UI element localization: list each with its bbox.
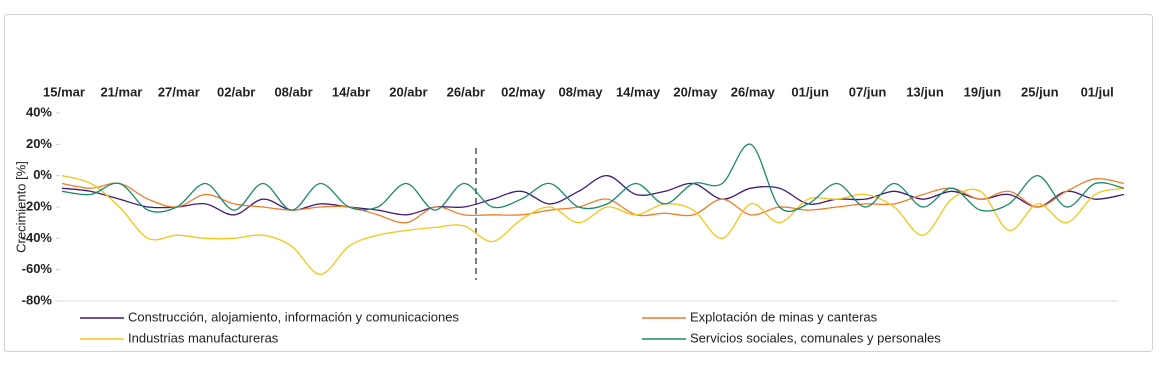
x-tick-label: 20/may xyxy=(673,84,718,99)
x-tick-label: 01/jun xyxy=(791,84,829,99)
legend-label: Explotación de minas y canteras xyxy=(690,309,878,324)
x-tick-label: 08/may xyxy=(559,84,604,99)
legend-label: Industrias manufactureras xyxy=(128,330,279,345)
legend-label: Construcción, alojamiento, información y… xyxy=(128,309,459,324)
x-tick-label: 26/abr xyxy=(447,84,485,99)
x-tick-label: 07/jun xyxy=(849,84,887,99)
x-tick-label: 13/jun xyxy=(906,84,944,99)
y-tick-label: -80% xyxy=(22,292,53,307)
legend-label: Servicios sociales, comunales y personal… xyxy=(690,330,941,345)
y-tick-label: -60% xyxy=(22,261,53,276)
y-tick-label: 20% xyxy=(26,136,52,151)
x-tick-label: 21/mar xyxy=(100,84,142,99)
y-tick-label: -40% xyxy=(22,230,53,245)
x-tick-label: 20/abr xyxy=(389,84,427,99)
y-tick-label: -20% xyxy=(22,198,53,213)
series-line xyxy=(61,175,1125,216)
chart-border xyxy=(4,14,1153,352)
x-tick-label: 08/abr xyxy=(274,84,312,99)
x-tick-label: 02/may xyxy=(501,84,546,99)
x-tick-label: 26/may xyxy=(731,84,776,99)
series-line xyxy=(61,177,1125,224)
series-line xyxy=(61,143,1125,213)
x-tick-label: 15/mar xyxy=(43,84,85,99)
x-tick-label: 19/jun xyxy=(964,84,1002,99)
y-axis-label: Crecimiento [%] xyxy=(13,161,28,253)
y-tick-label: 40% xyxy=(26,104,52,119)
x-tick-label: 02/abr xyxy=(217,84,255,99)
series-line xyxy=(61,175,1125,276)
x-tick-label: 14/may xyxy=(616,84,661,99)
x-tick-label: 14/abr xyxy=(332,84,370,99)
x-tick-label: 01/jul xyxy=(1081,84,1114,99)
y-tick-label: 0% xyxy=(33,167,52,182)
x-tick-label: 27/mar xyxy=(158,84,200,99)
x-tick-label: 25/jun xyxy=(1021,84,1059,99)
